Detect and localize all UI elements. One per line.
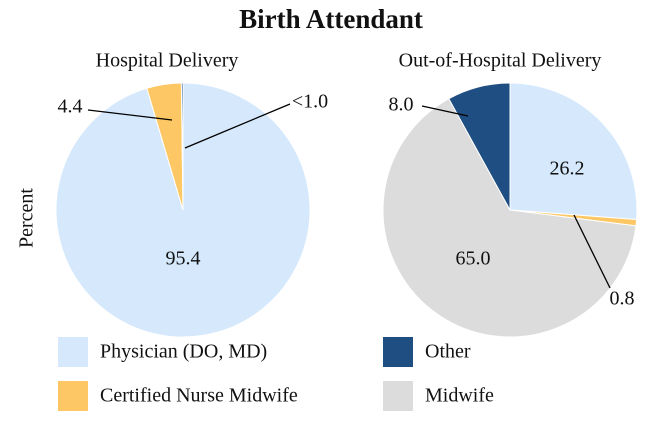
data-label: 8.0 (389, 94, 414, 116)
pie-slice (180, 82, 184, 211)
y-axis-label: Percent (16, 188, 38, 248)
chart-title: Birth Attendant (239, 4, 423, 34)
leader-line (184, 103, 291, 149)
data-label: 95.4 (166, 248, 201, 270)
legend-swatch (58, 381, 88, 411)
legend-label: Certified Nurse Midwife (100, 385, 298, 407)
data-label: <1.0 (292, 91, 328, 113)
legend-label: Physician (DO, MD) (100, 341, 267, 363)
leader-line (573, 214, 611, 289)
leader-line (421, 105, 469, 117)
data-label: 4.4 (58, 96, 83, 118)
legend-swatch (383, 381, 413, 411)
leader-line (87, 109, 173, 121)
legend-label: Midwife (425, 385, 494, 407)
pie-title: Out-of-Hospital Delivery (399, 50, 602, 72)
legend-label: Other (425, 341, 471, 363)
data-label: 26.2 (550, 158, 585, 180)
legend-swatch (58, 337, 88, 367)
data-label: 65.0 (456, 248, 491, 270)
pie-slice (382, 98, 637, 338)
pie-slice (509, 82, 638, 221)
pie-title: Hospital Delivery (96, 50, 239, 72)
legend-swatch (383, 337, 413, 367)
data-label: 0.8 (610, 288, 635, 310)
